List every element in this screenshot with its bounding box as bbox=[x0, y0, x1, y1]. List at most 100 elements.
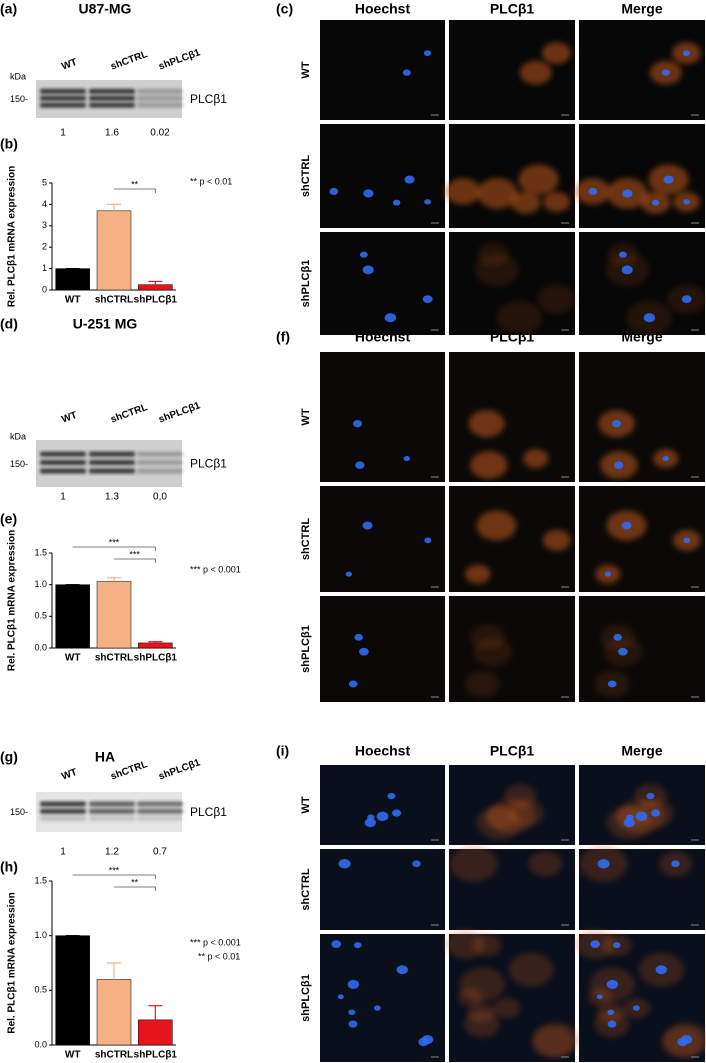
lane-label: WT bbox=[60, 410, 78, 426]
nucleus bbox=[348, 680, 358, 688]
cell-stain bbox=[465, 564, 491, 584]
row-label: shPLCβ1 bbox=[300, 260, 312, 308]
cell-stain bbox=[536, 284, 577, 314]
nucleus bbox=[663, 175, 674, 184]
x-tick-label: shCTRL bbox=[95, 653, 133, 664]
y-tick-label: 1 bbox=[42, 263, 47, 273]
nucleus bbox=[607, 1020, 617, 1028]
nucleus bbox=[588, 187, 598, 195]
row-label: shCTRL bbox=[300, 518, 312, 560]
cell-stain bbox=[531, 1026, 574, 1058]
marker-label: 150- bbox=[10, 807, 28, 817]
column-header: Merge bbox=[621, 329, 662, 345]
blot-band bbox=[40, 102, 86, 108]
column-header: Hoechst bbox=[355, 1, 411, 17]
cell-stain bbox=[464, 1010, 500, 1038]
micrograph bbox=[320, 596, 445, 702]
cell-stain bbox=[542, 529, 571, 551]
cell-stain bbox=[470, 451, 508, 480]
panel-label: (g) bbox=[0, 749, 18, 765]
protein-label: PLCβ1 bbox=[190, 805, 227, 819]
cell-stain bbox=[543, 191, 571, 212]
row-label: shCTRL bbox=[300, 155, 312, 197]
micrograph bbox=[449, 352, 575, 482]
nucleus bbox=[404, 175, 415, 184]
blot-band bbox=[89, 468, 135, 474]
row-label: shCTRL bbox=[300, 868, 312, 910]
significance-label: *** bbox=[129, 549, 140, 559]
x-tick-label: WT bbox=[65, 295, 81, 306]
significance-label: *** bbox=[109, 865, 120, 875]
nucleus bbox=[376, 811, 389, 821]
y-tick-label: 0.0 bbox=[34, 1039, 47, 1049]
nucleus bbox=[422, 295, 433, 304]
blot-band bbox=[137, 460, 183, 466]
p-value-note: ** p < 0.01 bbox=[198, 951, 240, 961]
column-header: PLCβ1 bbox=[490, 743, 535, 759]
nucleus bbox=[418, 1037, 429, 1047]
nucleus bbox=[613, 633, 622, 641]
nucleus bbox=[607, 1009, 615, 1016]
x-tick-label: shPLCβ1 bbox=[134, 1050, 178, 1061]
blot-band bbox=[40, 815, 86, 821]
nucleus bbox=[621, 265, 633, 275]
significance-bracket bbox=[72, 874, 156, 879]
cell-stain bbox=[508, 952, 554, 987]
nucleus bbox=[345, 571, 353, 577]
bar bbox=[96, 979, 132, 1046]
panel-label: (e) bbox=[0, 511, 17, 527]
column-header: Merge bbox=[621, 1, 662, 17]
blot-band bbox=[137, 95, 183, 101]
blot-band bbox=[89, 88, 135, 94]
nucleus bbox=[681, 295, 692, 304]
blot-band bbox=[137, 815, 183, 821]
cell-stain bbox=[449, 845, 498, 882]
nucleus bbox=[364, 818, 376, 828]
panel-label: (f) bbox=[276, 329, 290, 345]
nucleus bbox=[348, 1009, 356, 1016]
nucleus bbox=[607, 680, 617, 688]
nucleus bbox=[354, 942, 362, 949]
blot-band bbox=[89, 808, 135, 814]
p-value-note: ** p < 0.01 bbox=[190, 176, 232, 186]
nucleus bbox=[355, 461, 365, 469]
nucleus bbox=[655, 965, 667, 975]
bar bbox=[138, 642, 173, 649]
panel-label: (i) bbox=[276, 743, 289, 759]
bar bbox=[96, 581, 132, 649]
nucleus bbox=[621, 521, 632, 530]
lane-label: shPLCβ1 bbox=[157, 400, 202, 425]
protein-label: PLCβ1 bbox=[190, 92, 227, 106]
nucleus bbox=[623, 818, 635, 828]
cell-stain bbox=[468, 410, 505, 438]
lane-label: shPLCβ1 bbox=[157, 757, 202, 782]
marker-label: 150- bbox=[10, 94, 28, 104]
p-value-note: *** p < 0.001 bbox=[190, 564, 241, 574]
significance-bracket bbox=[114, 188, 156, 193]
x-tick-label: WT bbox=[65, 1050, 81, 1061]
x-tick-label: shPLCβ1 bbox=[134, 653, 178, 664]
x-tick-label: shCTRL bbox=[95, 295, 133, 306]
blot-band bbox=[137, 88, 183, 94]
micrograph bbox=[320, 352, 445, 482]
nucleus bbox=[651, 199, 660, 206]
lane-label: shCTRL bbox=[109, 49, 149, 72]
cell-stain bbox=[464, 670, 500, 698]
nucleus bbox=[348, 1020, 358, 1028]
nucleus bbox=[402, 69, 411, 76]
cell-stain bbox=[523, 449, 549, 469]
nucleus bbox=[423, 50, 432, 57]
blot-band bbox=[137, 801, 183, 807]
panel-title: U-251 MG bbox=[73, 316, 138, 332]
row-label: WT bbox=[300, 61, 312, 78]
x-tick-label: shPLCβ1 bbox=[134, 295, 178, 306]
cell-stain bbox=[541, 42, 571, 65]
nucleus bbox=[671, 860, 680, 868]
protein-label: PLCβ1 bbox=[190, 457, 227, 471]
y-tick-label: 3 bbox=[42, 220, 47, 230]
column-header: PLCβ1 bbox=[490, 1, 535, 17]
blot-band bbox=[89, 451, 135, 457]
quant-value: 1.6 bbox=[105, 128, 119, 139]
nucleus bbox=[396, 965, 408, 975]
nucleus bbox=[661, 69, 670, 76]
